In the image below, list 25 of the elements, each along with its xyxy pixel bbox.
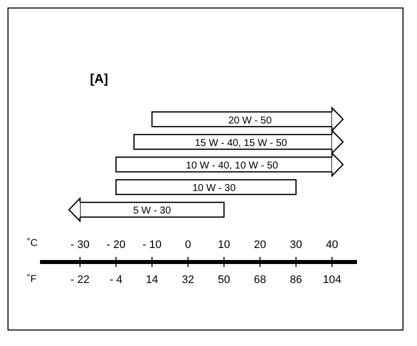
x2-axis-title: ˚F (27, 273, 36, 285)
y-tick-label: 20 W - 50 (228, 115, 272, 126)
x-tick-label: - 30 (70, 239, 90, 251)
bar (115, 179, 297, 196)
x2-tick-label: 32 (182, 274, 194, 286)
x2-tick-label: 68 (254, 274, 266, 286)
x-tick-label: 0 (184, 239, 192, 251)
x2-tick-label: 14 (146, 274, 158, 286)
x2-tick-label: - 22 (70, 274, 90, 286)
x2-tick-label: 104 (322, 274, 342, 286)
y-tick-label: 15 W - 40, 15 W - 50 (194, 138, 288, 149)
x-tick-label: - 10 (142, 239, 162, 251)
chart-title: [A] (90, 71, 108, 86)
y-tick-label: 10 W - 40, 10 W - 50 (186, 160, 279, 172)
x-tick-label: - 20 (106, 239, 126, 251)
x2-tick-label: 86 (290, 274, 302, 286)
x2-tick-label: 50 (218, 274, 230, 286)
x-axis-title: ˚C (27, 237, 38, 249)
x-tick-label: 30 (290, 239, 302, 251)
x-tick-label: 20 (254, 239, 266, 251)
y-tick-label: 10 W - 30 (192, 183, 236, 194)
x2-tick-label: - 4 (110, 274, 122, 286)
y-tick-label: 5 W - 30 (133, 206, 172, 217)
x-tick-label: 40 (326, 239, 338, 251)
x-tick-label: 10 (218, 239, 230, 251)
